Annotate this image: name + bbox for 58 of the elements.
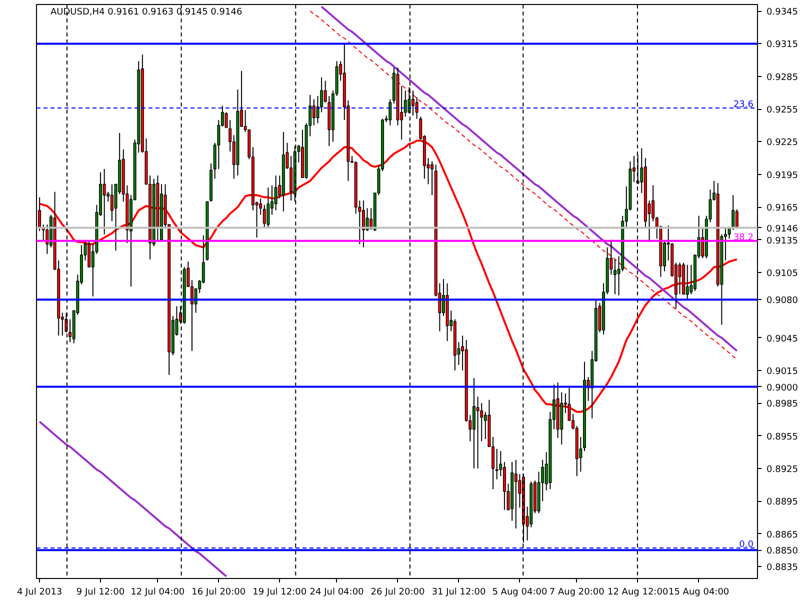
candlestick (404, 90, 407, 118)
candlestick (472, 378, 476, 469)
y-tick-label: 0.9015 (766, 366, 798, 377)
y-tick-label: 0.9195 (766, 170, 798, 181)
y-tick-label: 0.8955 (766, 432, 798, 442)
x-tick-label: 5 Aug 04:00 (492, 588, 548, 598)
x-tick-label: 7 Aug 20:00 (549, 588, 605, 598)
y-tick-label: 0.9165 (766, 204, 798, 214)
candlestick (613, 258, 616, 295)
ref-line-label: 0.8850 (766, 546, 798, 557)
candlestick (678, 262, 682, 295)
candlestick (686, 264, 689, 300)
candlestick (495, 448, 498, 480)
ref-line-label: 0.9146 (766, 224, 798, 234)
candlestick (290, 155, 293, 202)
candlestick (312, 98, 316, 126)
x-tick-label: 26 Jul 20:00 (370, 588, 426, 598)
candlestick (502, 461, 506, 510)
x-tick-label: 16 Jul 20:00 (192, 588, 246, 598)
candlestick (362, 200, 365, 248)
y-tick-label: 0.8865 (766, 530, 798, 540)
x-tick-label: 31 Jul 12:00 (432, 588, 486, 598)
candlestick (266, 186, 270, 228)
y-tick-label: 0.9135 (766, 236, 798, 246)
ref-line-label: 0.9000 (766, 383, 798, 394)
x-tick-label: 19 Jul 12:00 (252, 588, 307, 598)
ref-line-label: 0.9315 (766, 40, 798, 50)
candlestick (274, 175, 278, 211)
y-tick-label: 0.9255 (766, 106, 798, 116)
y-tick-label: 0.9105 (766, 268, 798, 279)
x-tick-label: 12 Aug 12:00 (608, 588, 668, 598)
line-series (38, 420, 228, 578)
candlestick (110, 184, 114, 222)
annotation: 38.2 (733, 232, 754, 243)
y-tick-label: 0.8985 (766, 400, 798, 410)
chart-title: AUDUSD,H4 0.9161 0.9163 0.9145 0.9146 (50, 8, 242, 18)
y-tick-label: 0.8835 (766, 563, 798, 574)
x-tick-label: 9 Jul 12:00 (76, 588, 125, 598)
y-tick-label: 0.9045 (766, 334, 798, 344)
candlestick (102, 168, 106, 235)
annotation: 23.6 (733, 100, 754, 110)
x-tick-label: 24 Jul 04:00 (310, 588, 364, 598)
candlestick (476, 396, 480, 469)
candlestick (514, 459, 518, 529)
y-tick-label: 0.8895 (766, 498, 798, 508)
y-tick-label: 0.8925 (766, 464, 798, 475)
candlestick (262, 204, 266, 228)
y-tick-label: 0.9285 (766, 72, 798, 83)
candlestick (388, 98, 392, 126)
y-tick-label: 0.9345 (766, 8, 798, 18)
ref-line-label: 0.9080 (766, 296, 798, 306)
x-tick-label: 12 Jul 04:00 (130, 588, 185, 598)
x-tick-label: 15 Aug 04:00 (668, 588, 730, 598)
annotation: 0.0 (739, 540, 754, 550)
y-tick-label: 0.9225 (766, 138, 798, 148)
candlestick (88, 240, 91, 268)
candlestick (430, 160, 434, 196)
x-tick-label: 4 Jul 2013 (16, 588, 62, 598)
